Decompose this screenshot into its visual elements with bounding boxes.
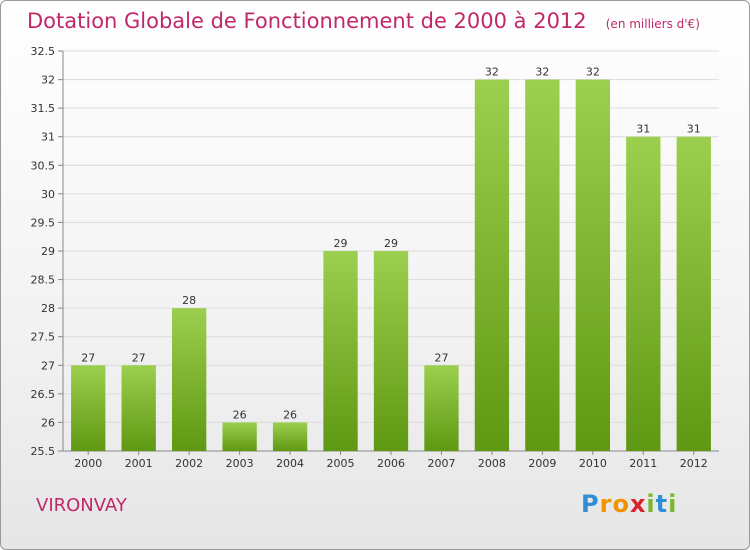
bar-value-label: 28: [182, 294, 196, 307]
commune-name: VIRONVAY: [36, 495, 127, 516]
bar: [272, 422, 308, 451]
y-tick-label: 29: [41, 245, 55, 258]
y-tick-label: 31: [41, 131, 55, 144]
y-tick-label: 28.5: [31, 274, 56, 287]
bar: [474, 79, 510, 452]
bar-value-label: 26: [283, 408, 297, 421]
bar-value-label: 31: [636, 123, 650, 136]
logo-letter: t: [655, 490, 669, 518]
bar: [323, 251, 358, 451]
unit-label: (en milliers d'€): [605, 17, 700, 31]
bar: [71, 365, 106, 451]
x-tick-label: 2009: [528, 457, 556, 470]
bar: [525, 79, 560, 452]
logo-letter: r: [599, 490, 613, 518]
bar: [121, 365, 156, 451]
bar-value-label: 26: [233, 408, 247, 421]
bar: [171, 308, 207, 451]
y-tick-label: 32: [41, 74, 55, 87]
bar-value-label: 29: [334, 237, 348, 250]
y-tick-label: 26.5: [31, 388, 56, 401]
chart-title-text: Dotation Globale de Fonctionnement de 20…: [27, 9, 587, 33]
x-tick-label: 2000: [74, 457, 102, 470]
y-tick-label: 28: [41, 302, 55, 315]
x-tick-label: 2005: [327, 457, 355, 470]
bar: [676, 136, 711, 451]
x-tick-label: 2002: [175, 457, 203, 470]
x-tick-label: 2011: [629, 457, 657, 470]
y-tick-label: 25.5: [31, 445, 56, 458]
bar: [222, 422, 257, 451]
x-tick-label: 2007: [427, 457, 455, 470]
bar-value-label: 27: [132, 351, 146, 364]
bar: [424, 365, 459, 451]
bar-value-label: 29: [384, 237, 398, 250]
bar-value-label: 32: [586, 66, 600, 79]
x-tick-label: 2012: [680, 457, 708, 470]
bar-value-label: 32: [485, 66, 499, 79]
x-tick-label: 2006: [377, 457, 405, 470]
bar: [575, 79, 611, 452]
y-tick-label: 26: [41, 416, 55, 429]
logo-letter: o: [612, 490, 630, 518]
x-tick-label: 2008: [478, 457, 506, 470]
bar: [626, 136, 661, 451]
y-tick-label: 27.5: [31, 331, 56, 344]
logo-letter: i: [668, 490, 678, 518]
y-tick-label: 32.5: [31, 45, 56, 58]
logo-letter: P: [581, 490, 600, 518]
y-tick-label: 30.5: [31, 159, 56, 172]
bar: [373, 251, 409, 451]
bar-value-label: 27: [434, 351, 448, 364]
x-tick-label: 2003: [226, 457, 254, 470]
chart-title: Dotation Globale de Fonctionnement de 20…: [27, 9, 700, 33]
x-tick-label: 2004: [276, 457, 304, 470]
x-tick-label: 2001: [125, 457, 153, 470]
logo-letter: x: [629, 490, 647, 518]
logo-letter: i: [646, 490, 656, 518]
x-tick-label: 2010: [579, 457, 607, 470]
y-tick-label: 30: [41, 188, 55, 201]
bar-value-label: 27: [81, 351, 95, 364]
proxiti-logo: Proxiti: [581, 490, 677, 518]
y-tick-label: 27: [41, 359, 55, 372]
bar-value-label: 32: [535, 66, 549, 79]
bar-value-label: 31: [687, 123, 701, 136]
y-tick-label: 29.5: [31, 216, 56, 229]
y-tick-label: 31.5: [31, 102, 56, 115]
